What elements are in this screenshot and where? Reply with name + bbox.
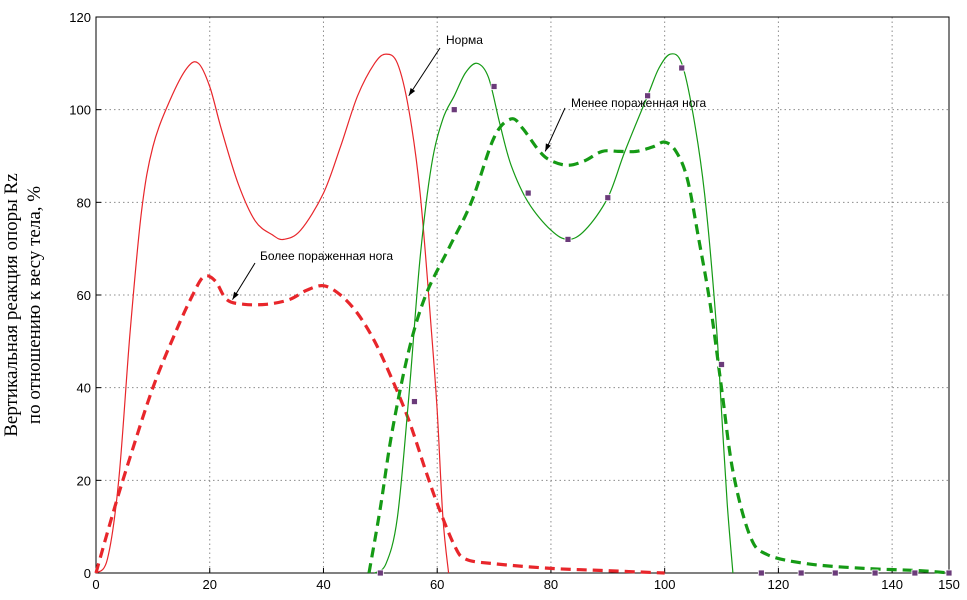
y-tick-label: 40 — [77, 381, 91, 396]
series-lines — [94, 53, 950, 575]
data-marker — [678, 64, 686, 72]
y-tick-label: 100 — [69, 103, 91, 118]
y-tick-label: 60 — [77, 288, 91, 303]
annotation-arrow-head — [545, 143, 551, 152]
series-more-affected-red-dashed — [94, 274, 665, 575]
annotation-arrow-line — [408, 47, 441, 97]
data-marker — [945, 569, 953, 577]
data-marker — [797, 569, 805, 577]
tick-labels: 0 20 40 60 80 100 120 140 150 0 20 40 60 80 100 120 — [69, 10, 960, 592]
data-marker — [524, 189, 532, 197]
x-tick-label: 40 — [316, 577, 330, 592]
x-tick-label: 120 — [768, 577, 790, 592]
data-marker — [564, 235, 572, 243]
data-marker — [604, 194, 612, 202]
y-tick-label: 0 — [84, 566, 91, 581]
y-axis-label-line1: Вертикальная реакция опоры Rz — [1, 173, 22, 437]
annotation-less-affected: Менее пораженная нога — [571, 96, 707, 110]
series-less-affected-green-dashed — [367, 117, 950, 575]
y-axis-title: Вертикальная реакция опоры Rz по отношен… — [1, 173, 45, 437]
data-marker — [718, 361, 725, 368]
x-tick-label: 60 — [430, 577, 444, 592]
data-marker — [376, 569, 384, 577]
data-marker — [411, 398, 418, 405]
data-marker — [757, 569, 765, 577]
y-tick-label: 20 — [77, 473, 91, 488]
y-tick-label: 80 — [77, 195, 91, 210]
data-marker — [831, 569, 839, 577]
x-tick-label: 140 — [881, 577, 903, 592]
data-marker — [871, 569, 879, 577]
y-tick-label: 120 — [69, 10, 91, 25]
annotation-arrow-line — [544, 107, 566, 152]
x-tick-label: 150 — [938, 577, 960, 592]
data-markers — [376, 64, 953, 577]
series-norm-green-solid — [374, 53, 734, 574]
data-marker — [490, 83, 498, 90]
data-marker — [911, 569, 919, 577]
annotation-arrow-head — [408, 87, 416, 96]
x-tick-label: 100 — [654, 577, 676, 592]
axes — [95, 16, 950, 574]
annotation-arrow-head — [232, 291, 239, 300]
data-marker — [644, 92, 652, 100]
annotations: Норма Менее пораженная нога Более пораженн… — [232, 33, 707, 300]
series-norm-red-solid — [95, 53, 450, 574]
annotation-more-affected: Более пораженная нога — [260, 249, 393, 263]
y-axis-label-line2: по отношению к весу тела, % — [24, 186, 45, 424]
data-marker — [450, 106, 458, 114]
annotation-norm: Норма — [446, 33, 483, 47]
x-tick-label: 20 — [202, 577, 216, 592]
x-tick-label: 80 — [544, 577, 558, 592]
x-tick-label: 0 — [92, 577, 99, 592]
grid-lines — [96, 17, 949, 573]
